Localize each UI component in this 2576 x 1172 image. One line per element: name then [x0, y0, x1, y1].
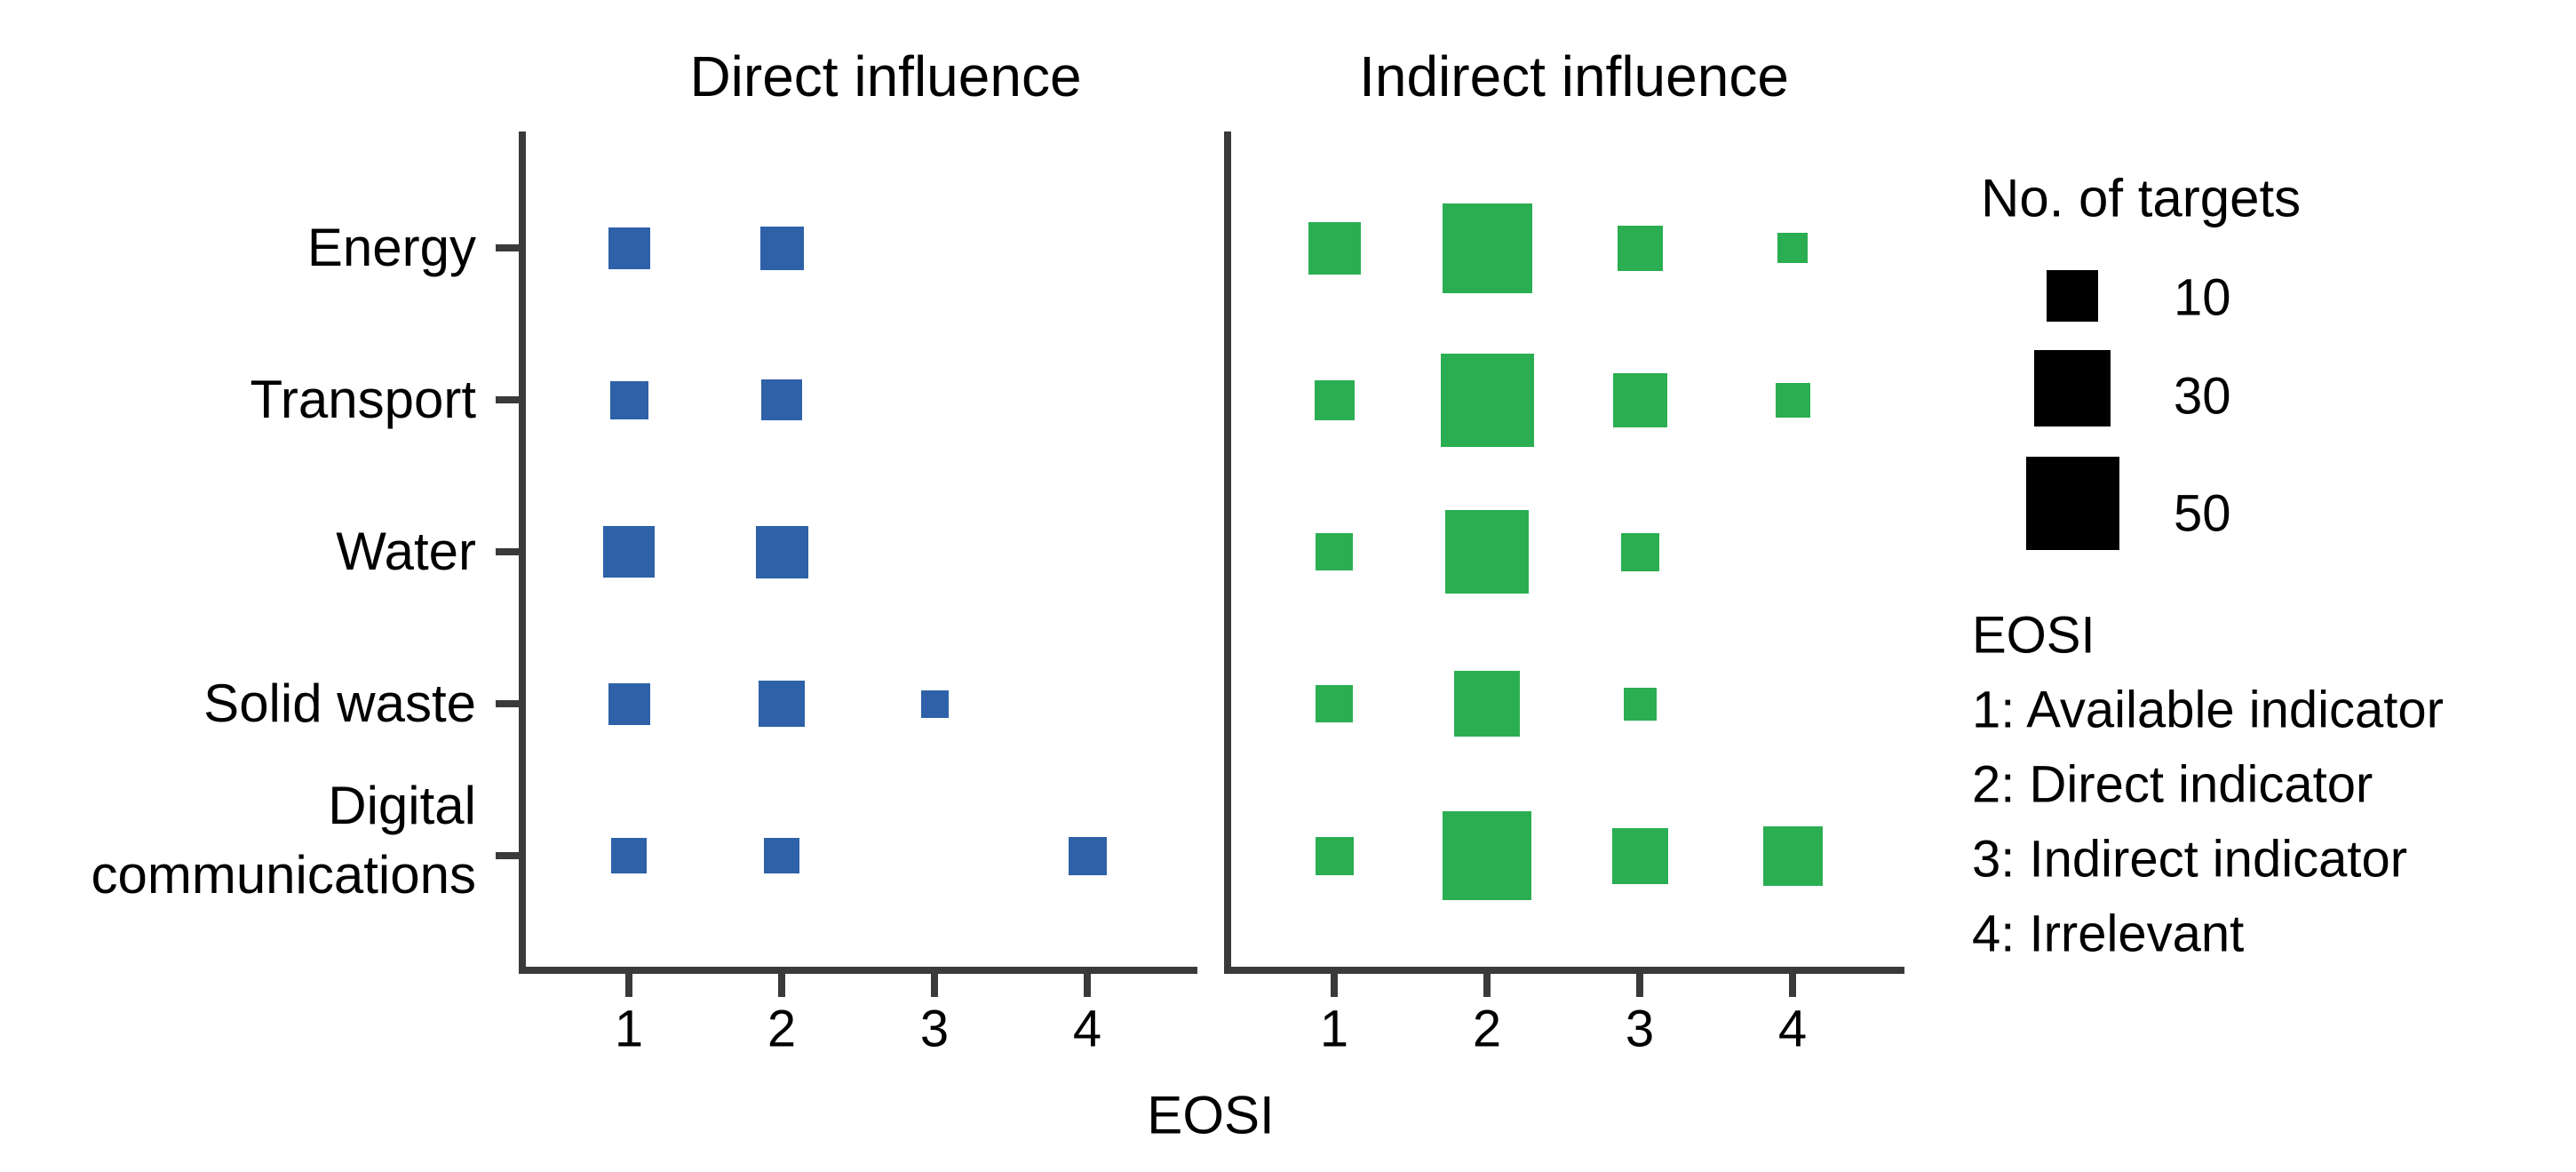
data-square-direct-r1-c1: [761, 379, 802, 420]
y-label-digital-communications: Digital communications: [91, 771, 476, 910]
x-tick-direct-2: [778, 974, 785, 997]
data-square-direct-r1-c0: [609, 380, 648, 419]
size-legend-square-30: [2034, 350, 2111, 427]
data-square-indirect-r3-c1: [1454, 671, 1520, 737]
x-tick-label-indirect-2: 2: [1472, 1000, 1502, 1058]
data-square-indirect-r1-c1: [1440, 353, 1534, 447]
y-tick-solid-waste: [496, 700, 519, 707]
y-label-line: Solid waste: [203, 674, 476, 733]
data-square-direct-r4-c0: [611, 838, 647, 873]
data-square-direct-r2-c0: [603, 526, 655, 578]
x-tick-indirect-1: [1331, 974, 1338, 997]
eosi-legend-item-2: 2: Direct indicator: [1972, 755, 2373, 814]
x-tick-label-indirect-1: 1: [1319, 1000, 1349, 1058]
y-label-solid-waste: Solid waste: [203, 669, 476, 738]
x-tick-direct-3: [931, 974, 938, 997]
x-axis-spine-indirect: [1224, 967, 1904, 974]
x-tick-indirect-4: [1789, 974, 1796, 997]
data-square-indirect-r0-c1: [1442, 203, 1532, 293]
data-square-indirect-r0-c2: [1617, 225, 1663, 271]
y-axis-spine-direct: [519, 132, 526, 974]
y-tick-transport: [496, 396, 519, 403]
y-label-line: Water: [336, 522, 476, 581]
panel-title-direct: Direct influence: [689, 44, 1082, 108]
y-label-line: Digital: [328, 776, 476, 835]
data-square-direct-r0-c0: [608, 227, 650, 269]
data-square-indirect-r0-c0: [1308, 221, 1361, 275]
y-label-line: Transport: [250, 370, 476, 429]
x-tick-label-direct-2: 2: [767, 1000, 797, 1058]
data-square-indirect-r3-c0: [1316, 685, 1353, 722]
data-square-direct-r3-c0: [608, 682, 650, 725]
x-tick-label-direct-3: 3: [919, 1000, 950, 1058]
y-label-energy: Energy: [307, 213, 476, 283]
size-legend-label-10: 10: [2174, 268, 2231, 327]
data-square-indirect-r2-c1: [1445, 510, 1529, 594]
data-square-direct-r4-c1: [764, 838, 799, 873]
y-label-transport: Transport: [250, 365, 476, 435]
data-square-direct-r3-c2: [920, 690, 949, 718]
data-square-indirect-r1-c0: [1314, 379, 1355, 420]
data-square-direct-r0-c1: [759, 226, 804, 270]
data-square-indirect-r4-c1: [1443, 811, 1531, 900]
y-tick-digital-communications: [496, 852, 519, 859]
size-legend-square-10: [2047, 270, 2098, 322]
x-tick-label-indirect-4: 4: [1777, 1000, 1808, 1058]
eosi-legend-item-4: 4: Irrelevant: [1972, 905, 2245, 963]
eosi-legend-item-3: 3: Indirect indicator: [1972, 830, 2408, 889]
y-label-water: Water: [336, 517, 476, 586]
size-legend-title: No. of targets: [1981, 168, 2302, 228]
data-square-indirect-r4-c0: [1315, 836, 1354, 875]
x-tick-direct-4: [1084, 974, 1091, 997]
y-axis-spine-indirect: [1224, 132, 1231, 974]
data-square-indirect-r1-c2: [1612, 372, 1667, 427]
size-legend-label-50: 50: [2174, 484, 2231, 543]
data-square-direct-r2-c1: [755, 525, 808, 578]
data-square-indirect-r2-c2: [1620, 532, 1659, 571]
x-tick-direct-1: [625, 974, 632, 997]
y-label-line: communications: [91, 845, 476, 905]
x-tick-label-direct-4: 4: [1072, 1000, 1102, 1058]
size-legend-square-50: [2025, 456, 2119, 550]
size-legend-label-30: 30: [2174, 367, 2231, 426]
data-square-indirect-r4-c3: [1762, 825, 1823, 886]
y-tick-water: [496, 548, 519, 555]
data-square-indirect-r2-c0: [1316, 533, 1353, 570]
panel-title-indirect: Indirect influence: [1359, 44, 1789, 108]
x-tick-indirect-2: [1483, 974, 1491, 997]
data-square-direct-r3-c1: [759, 681, 805, 727]
x-tick-label-direct-1: 1: [614, 1000, 644, 1058]
data-square-indirect-r1-c3: [1775, 382, 1810, 418]
eosi-legend-item-1: 1: Available indicator: [1972, 681, 2444, 739]
data-square-indirect-r3-c2: [1623, 687, 1657, 721]
data-square-indirect-r0-c3: [1777, 233, 1808, 263]
data-square-direct-r4-c3: [1068, 836, 1107, 875]
x-tick-label-indirect-3: 3: [1625, 1000, 1655, 1058]
eosi-legend-title: EOSI: [1972, 606, 2095, 665]
y-tick-energy: [496, 244, 519, 251]
y-label-line: Energy: [306, 218, 476, 277]
x-axis-label: EOSI: [1147, 1085, 1275, 1145]
x-axis-spine-direct: [519, 967, 1197, 974]
data-square-indirect-r4-c2: [1611, 827, 1668, 884]
x-tick-indirect-3: [1636, 974, 1643, 997]
